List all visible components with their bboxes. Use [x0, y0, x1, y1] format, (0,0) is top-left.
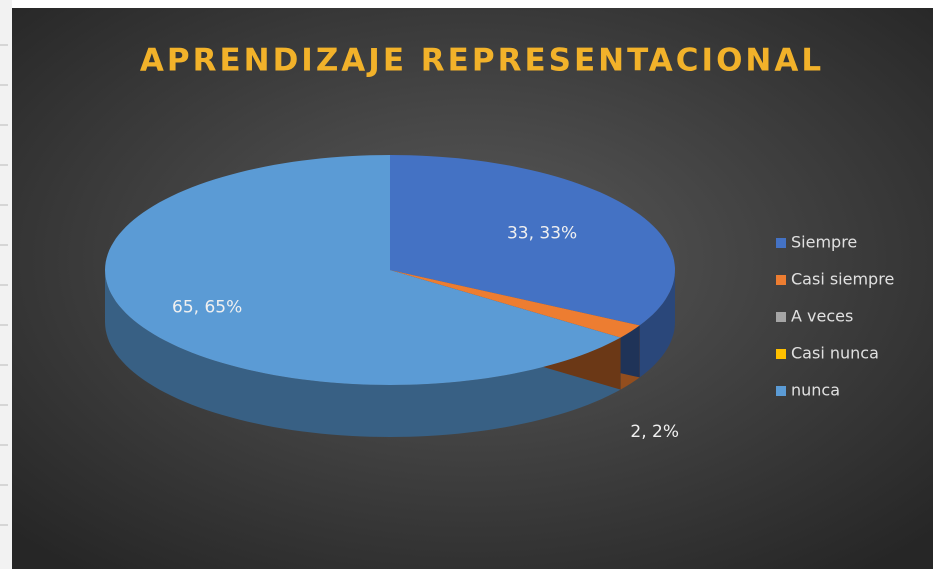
legend-label: A veces: [791, 307, 853, 326]
legend-label: Casi nunca: [791, 344, 879, 363]
slice: [390, 270, 640, 338]
legend: Siempre Casi siempre A veces Casi nunca nunc…: [776, 233, 894, 400]
legend-swatch: [776, 386, 786, 396]
legend-swatch: [776, 238, 786, 248]
data-label: 33, 33%: [507, 224, 577, 244]
slice: [105, 155, 621, 385]
slice-side: [105, 270, 621, 437]
chart-title: APRENDIZAJE REPRESENTACIONAL: [140, 43, 824, 79]
legend-label: Siempre: [791, 233, 857, 252]
legend-label: Casi siempre: [791, 270, 894, 289]
legend-swatch: [776, 275, 786, 285]
legend-label: nunca: [791, 381, 840, 400]
legend-swatch: [776, 349, 786, 359]
data-label: 65, 65%: [172, 298, 242, 318]
slice-side: [639, 270, 675, 378]
pie: 33, 33% 2, 2% 65, 65%: [105, 155, 679, 442]
data-label: 2, 2%: [630, 422, 679, 442]
legend-swatch: [776, 312, 786, 322]
slice: [390, 155, 675, 326]
sheet-ticks: [0, 44, 8, 526]
